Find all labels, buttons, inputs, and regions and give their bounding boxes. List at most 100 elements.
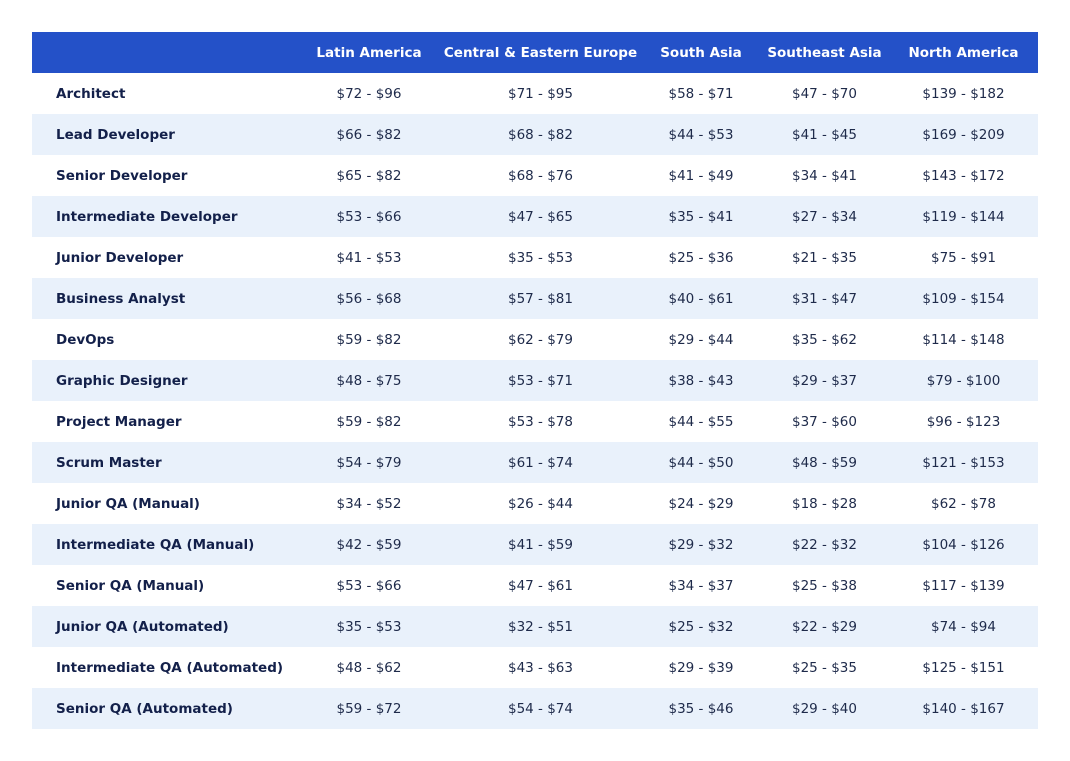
rate-cell-southeast-asia: $25 - $35 bbox=[792, 659, 857, 676]
role-cell: Intermediate Developer bbox=[56, 208, 238, 225]
rate-cell-north-america: $79 - $100 bbox=[926, 372, 1001, 389]
rate-cell-central-eastern-europe: $26 - $44 bbox=[508, 495, 573, 512]
rate-cell-latin-america: $56 - $68 bbox=[336, 290, 402, 307]
rate-cell-latin-america: $35 - $53 bbox=[336, 618, 402, 635]
rate-cell-south-asia: $44 - $50 bbox=[668, 454, 734, 471]
rate-cell-north-america: $109 - $154 bbox=[922, 290, 1005, 307]
rate-cell-latin-america: $48 - $62 bbox=[336, 659, 402, 676]
rate-cell-latin-america: $34 - $52 bbox=[336, 495, 402, 512]
rate-cell-southeast-asia: $29 - $40 bbox=[792, 700, 857, 717]
rate-cell-southeast-asia: $47 - $70 bbox=[792, 85, 857, 102]
rate-cell-central-eastern-europe: $62 - $79 bbox=[508, 331, 573, 348]
rate-cell-north-america: $74 - $94 bbox=[931, 618, 996, 635]
rate-cell-latin-america: $59 - $72 bbox=[336, 700, 402, 717]
table-row: Junior Developer $41 - $53 $35 - $53 $25 - … bbox=[32, 237, 1038, 278]
rate-cell-latin-america: $54 - $79 bbox=[336, 454, 402, 471]
rate-cell-southeast-asia: $31 - $47 bbox=[792, 290, 857, 307]
table-row: Junior QA (Manual) $34 - $52 $26 - $44 $24 … bbox=[32, 483, 1038, 524]
table-row: Senior QA (Manual) $53 - $66 $47 - $61 $34 … bbox=[32, 565, 1038, 606]
rate-cell-southeast-asia: $22 - $29 bbox=[792, 618, 857, 635]
role-cell: Junior QA (Manual) bbox=[56, 495, 200, 512]
rate-cell-southeast-asia: $35 - $62 bbox=[792, 331, 857, 348]
rate-cell-north-america: $125 - $151 bbox=[922, 659, 1005, 676]
rate-cell-latin-america: $53 - $66 bbox=[336, 577, 402, 594]
rate-cell-central-eastern-europe: $32 - $51 bbox=[508, 618, 573, 635]
rate-cell-north-america: $119 - $144 bbox=[922, 208, 1005, 225]
rate-cell-southeast-asia: $34 - $41 bbox=[792, 167, 857, 184]
table-row: Scrum Master $54 - $79 $61 - $74 $44 - $50 $… bbox=[32, 442, 1038, 483]
rate-cell-central-eastern-europe: $43 - $63 bbox=[508, 659, 573, 676]
rate-cell-south-asia: $38 - $43 bbox=[668, 372, 734, 389]
hourly-rates-table: Latin America Central & Eastern Europe S… bbox=[32, 32, 1038, 729]
rate-cell-north-america: $121 - $153 bbox=[922, 454, 1005, 471]
rate-cell-south-asia: $41 - $49 bbox=[668, 167, 734, 184]
rate-cell-north-america: $114 - $148 bbox=[922, 331, 1005, 348]
rate-cell-central-eastern-europe: $61 - $74 bbox=[508, 454, 573, 471]
table-row: Senior QA (Automated) $59 - $72 $54 - $74 $… bbox=[32, 688, 1038, 729]
rate-cell-latin-america: $53 - $66 bbox=[336, 208, 402, 225]
table-body: Architect $72 - $96 $71 - $95 $58 - $71 $47 … bbox=[32, 73, 1038, 729]
header-cell-role bbox=[32, 32, 299, 73]
rate-cell-latin-america: $72 - $96 bbox=[336, 85, 402, 102]
rate-cell-southeast-asia: $22 - $32 bbox=[792, 536, 857, 553]
table-row: Intermediate QA (Manual) $42 - $59 $41 - $… bbox=[32, 524, 1038, 565]
role-cell: Business Analyst bbox=[56, 290, 186, 307]
rate-cell-south-asia: $29 - $39 bbox=[668, 659, 734, 676]
table-row: Graphic Designer $48 - $75 $53 - $71 $38 - … bbox=[32, 360, 1038, 401]
rate-cell-south-asia: $34 - $37 bbox=[668, 577, 734, 594]
rate-cell-latin-america: $59 - $82 bbox=[336, 331, 402, 348]
header-cell-north-america: North America bbox=[908, 44, 1019, 61]
rate-cell-latin-america: $48 - $75 bbox=[336, 372, 402, 389]
table-row: Senior Developer $65 - $82 $68 - $76 $41 - … bbox=[32, 155, 1038, 196]
role-cell: Senior Developer bbox=[56, 167, 188, 184]
role-cell: Intermediate QA (Automated) bbox=[56, 659, 284, 676]
table-row: Intermediate QA (Automated) $48 - $62 $43 … bbox=[32, 647, 1038, 688]
rate-cell-southeast-asia: $48 - $59 bbox=[792, 454, 857, 471]
table-row: Lead Developer $66 - $82 $68 - $82 $44 - $5… bbox=[32, 114, 1038, 155]
table-row: DevOps $59 - $82 $62 - $79 $29 - $44 $35 - $… bbox=[32, 319, 1038, 360]
rate-cell-south-asia: $35 - $46 bbox=[668, 700, 734, 717]
rate-cell-south-asia: $29 - $32 bbox=[668, 536, 734, 553]
role-cell: DevOps bbox=[56, 331, 115, 348]
table-row: Business Analyst $56 - $68 $57 - $81 $40 - … bbox=[32, 278, 1038, 319]
rate-cell-central-eastern-europe: $68 - $82 bbox=[508, 126, 573, 143]
role-cell: Graphic Designer bbox=[56, 372, 188, 389]
table-row: Architect $72 - $96 $71 - $95 $58 - $71 $47 … bbox=[32, 73, 1038, 114]
table-row: Junior QA (Automated) $35 - $53 $32 - $51 $… bbox=[32, 606, 1038, 647]
role-cell: Junior QA (Automated) bbox=[56, 618, 229, 635]
rate-cell-central-eastern-europe: $47 - $65 bbox=[508, 208, 573, 225]
header-cell-southeast-asia: Southeast Asia bbox=[767, 44, 882, 61]
role-cell: Senior QA (Manual) bbox=[56, 577, 205, 594]
role-cell: Senior QA (Automated) bbox=[56, 700, 233, 717]
rate-cell-south-asia: $25 - $36 bbox=[668, 249, 734, 266]
rate-cell-southeast-asia: $37 - $60 bbox=[792, 413, 857, 430]
rate-cell-north-america: $143 - $172 bbox=[922, 167, 1005, 184]
table-header: Latin America Central & Eastern Europe S… bbox=[32, 32, 1038, 73]
rate-cell-latin-america: $42 - $59 bbox=[336, 536, 402, 553]
role-cell: Architect bbox=[56, 85, 126, 102]
role-cell: Intermediate QA (Manual) bbox=[56, 536, 255, 553]
rate-cell-south-asia: $58 - $71 bbox=[668, 85, 734, 102]
rate-cell-southeast-asia: $18 - $28 bbox=[792, 495, 857, 512]
table-row: Project Manager $59 - $82 $53 - $78 $44 - $… bbox=[32, 401, 1038, 442]
rate-cell-north-america: $62 - $78 bbox=[931, 495, 996, 512]
table-row: Intermediate Developer $53 - $66 $47 - $65… bbox=[32, 196, 1038, 237]
role-cell: Lead Developer bbox=[56, 126, 175, 143]
rate-cell-central-eastern-europe: $71 - $95 bbox=[508, 85, 573, 102]
rate-cell-latin-america: $65 - $82 bbox=[336, 167, 402, 184]
rate-cell-southeast-asia: $29 - $37 bbox=[792, 372, 857, 389]
rate-cell-latin-america: $59 - $82 bbox=[336, 413, 402, 430]
rate-cell-north-america: $117 - $139 bbox=[922, 577, 1005, 594]
rate-cell-central-eastern-europe: $54 - $74 bbox=[508, 700, 573, 717]
rate-cell-central-eastern-europe: $41 - $59 bbox=[508, 536, 573, 553]
rate-cell-central-eastern-europe: $57 - $81 bbox=[508, 290, 573, 307]
rate-cell-north-america: $104 - $126 bbox=[922, 536, 1005, 553]
rates-table-container: Latin America Central & Eastern Europe S… bbox=[32, 32, 1038, 729]
rate-cell-south-asia: $44 - $55 bbox=[668, 413, 734, 430]
role-cell: Scrum Master bbox=[56, 454, 162, 471]
role-cell: Junior Developer bbox=[56, 249, 184, 266]
rate-cell-south-asia: $35 - $41 bbox=[668, 208, 734, 225]
rate-cell-southeast-asia: $21 - $35 bbox=[792, 249, 857, 266]
rate-cell-north-america: $169 - $209 bbox=[922, 126, 1005, 143]
header-cell-south-asia: South Asia bbox=[660, 44, 742, 61]
